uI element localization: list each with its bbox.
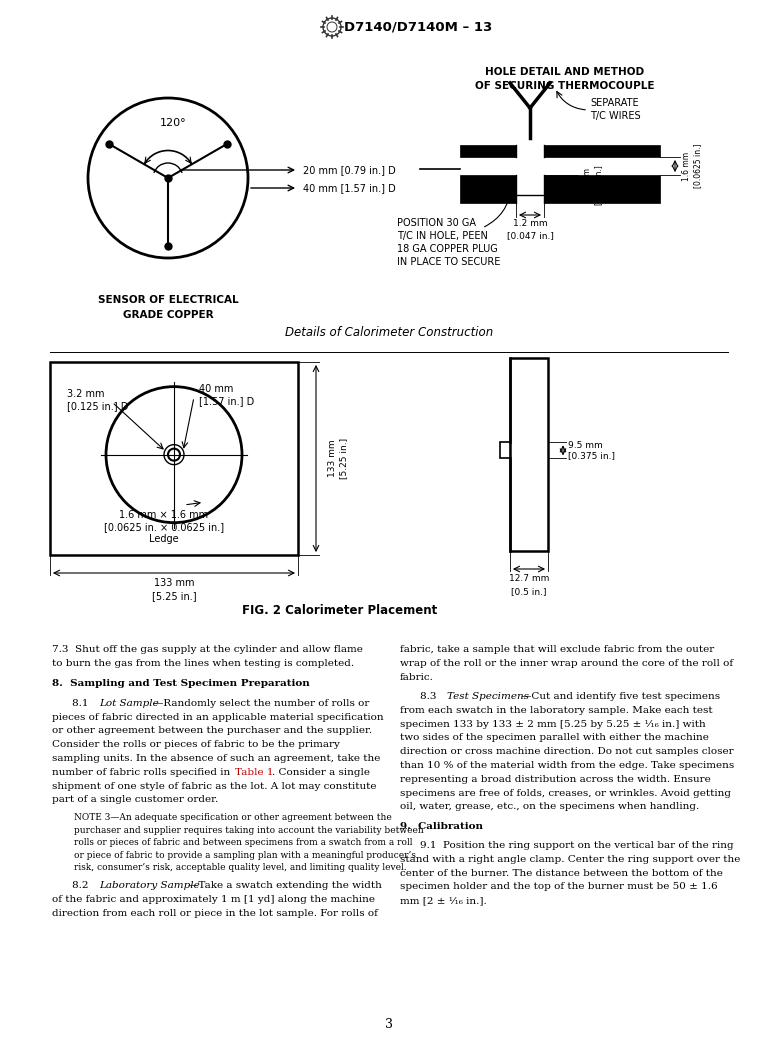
Text: [1.57 in.] D: [1.57 in.] D bbox=[199, 396, 254, 406]
Text: 40 mm: 40 mm bbox=[199, 384, 233, 395]
Text: 18 GA COPPER PLUG: 18 GA COPPER PLUG bbox=[397, 244, 498, 254]
Text: —Randomly select the number of rolls or: —Randomly select the number of rolls or bbox=[153, 699, 370, 708]
Text: 12.7 mm: 12.7 mm bbox=[509, 574, 549, 583]
Text: from each swatch in the laboratory sample. Make each test: from each swatch in the laboratory sampl… bbox=[400, 706, 713, 715]
Text: oil, water, grease, etc., on the specimens when handling.: oil, water, grease, etc., on the specime… bbox=[400, 803, 699, 811]
Text: —Cut and identify five test specimens: —Cut and identify five test specimens bbox=[521, 692, 720, 701]
Bar bbox=[544, 175, 660, 203]
Bar bbox=[460, 145, 516, 157]
Text: 9.  Calibration: 9. Calibration bbox=[400, 821, 483, 831]
Text: sampling units. In the absence of such an agreement, take the: sampling units. In the absence of such a… bbox=[52, 754, 380, 763]
Text: IN PLACE TO SECURE: IN PLACE TO SECURE bbox=[397, 257, 500, 266]
Text: Laboratory Sample: Laboratory Sample bbox=[99, 881, 200, 890]
Text: fabric.: fabric. bbox=[400, 672, 434, 682]
Text: POSITION 30 GA: POSITION 30 GA bbox=[397, 218, 476, 228]
Text: pieces of fabric directed in an applicable material specification: pieces of fabric directed in an applicab… bbox=[52, 713, 384, 721]
Text: wrap of the roll or the inner wrap around the core of the roll of: wrap of the roll or the inner wrap aroun… bbox=[400, 659, 733, 667]
Text: GRADE COPPER: GRADE COPPER bbox=[123, 310, 213, 320]
Text: representing a broad distribution across the width. Ensure: representing a broad distribution across… bbox=[400, 775, 711, 784]
Text: center of the burner. The distance between the bottom of the: center of the burner. The distance betwe… bbox=[400, 868, 723, 878]
Text: specimens are free of folds, creases, or wrinkles. Avoid getting: specimens are free of folds, creases, or… bbox=[400, 788, 731, 797]
Text: 8.3: 8.3 bbox=[420, 692, 443, 701]
Text: 1.2 mm: 1.2 mm bbox=[513, 219, 547, 228]
Text: 133 mm: 133 mm bbox=[154, 578, 194, 588]
Text: Test Specimens: Test Specimens bbox=[447, 692, 529, 701]
Text: mm [2 ± ¹⁄₁₆ in.].: mm [2 ± ¹⁄₁₆ in.]. bbox=[400, 896, 487, 906]
Text: risk, consumer’s risk, acceptable quality level, and limiting quality level.: risk, consumer’s risk, acceptable qualit… bbox=[74, 863, 407, 872]
Text: or piece of fabric to provide a sampling plan with a meaningful producer’s: or piece of fabric to provide a sampling… bbox=[74, 850, 416, 860]
Bar bbox=[510, 358, 548, 551]
Text: shipment of one style of fabric as the lot. A lot may constitute: shipment of one style of fabric as the l… bbox=[52, 782, 377, 790]
Text: SEPARATE: SEPARATE bbox=[590, 98, 639, 108]
Text: 8.2: 8.2 bbox=[72, 881, 95, 890]
Text: purchaser and supplier requires taking into account the variability between: purchaser and supplier requires taking i… bbox=[74, 826, 424, 835]
Text: to burn the gas from the lines when testing is completed.: to burn the gas from the lines when test… bbox=[52, 659, 354, 667]
Text: 9.1  Position the ring support on the vertical bar of the ring: 9.1 Position the ring support on the ver… bbox=[420, 841, 734, 849]
Text: [0.0625 in. × 0.0625 in.]: [0.0625 in. × 0.0625 in.] bbox=[104, 522, 224, 532]
Text: . Consider a single: . Consider a single bbox=[272, 768, 370, 777]
Text: 8.1: 8.1 bbox=[72, 699, 95, 708]
Text: Details of Calorimeter Construction: Details of Calorimeter Construction bbox=[285, 327, 493, 339]
Text: 8.  Sampling and Test Specimen Preparation: 8. Sampling and Test Specimen Preparatio… bbox=[52, 680, 310, 688]
Text: number of fabric rolls specified in: number of fabric rolls specified in bbox=[52, 768, 233, 777]
Bar bbox=[50, 362, 298, 555]
Text: 40 mm [1.57 in.] D: 40 mm [1.57 in.] D bbox=[303, 183, 396, 193]
Text: 1.6 mm × 1.6 mm: 1.6 mm × 1.6 mm bbox=[120, 510, 209, 520]
Text: [0.125 in.] D: [0.125 in.] D bbox=[67, 401, 128, 411]
Text: NOTE 3—An adequate specification or other agreement between the: NOTE 3—An adequate specification or othe… bbox=[74, 813, 392, 822]
Text: OF SECURING THERMOCOUPLE: OF SECURING THERMOCOUPLE bbox=[475, 81, 655, 91]
Text: specimen holder and the top of the burner must be 50 ± 1.6: specimen holder and the top of the burne… bbox=[400, 883, 717, 891]
Text: Consider the rolls or pieces of fabric to be the primary: Consider the rolls or pieces of fabric t… bbox=[52, 740, 340, 750]
Text: 0.13 mm
[0.005 in.]: 0.13 mm [0.005 in.] bbox=[584, 166, 603, 205]
Bar bbox=[460, 175, 516, 203]
Text: Ledge: Ledge bbox=[149, 534, 179, 544]
Text: T/C WIRES: T/C WIRES bbox=[590, 111, 640, 121]
Text: 120°: 120° bbox=[159, 118, 186, 128]
Text: of the fabric and approximately 1 m [1 yd] along the machine: of the fabric and approximately 1 m [1 y… bbox=[52, 895, 375, 904]
Text: FIG. 2 Calorimeter Placement: FIG. 2 Calorimeter Placement bbox=[243, 604, 437, 616]
Text: Table 1: Table 1 bbox=[235, 768, 274, 777]
Text: direction or cross machine direction. Do not cut samples closer: direction or cross machine direction. Do… bbox=[400, 747, 734, 756]
Text: SENSOR OF ELECTRICAL: SENSOR OF ELECTRICAL bbox=[98, 295, 238, 305]
Text: direction from each roll or piece in the lot sample. For rolls of: direction from each roll or piece in the… bbox=[52, 909, 378, 917]
Text: 133 mm
[5.25 in.]: 133 mm [5.25 in.] bbox=[328, 438, 348, 479]
Text: [5.25 in.]: [5.25 in.] bbox=[152, 591, 196, 601]
Text: [0.047 in.]: [0.047 in.] bbox=[506, 231, 553, 240]
Text: or other agreement between the purchaser and the supplier.: or other agreement between the purchaser… bbox=[52, 727, 372, 735]
Bar bbox=[544, 145, 660, 157]
Text: 1.6 mm
[0.0625 in.]: 1.6 mm [0.0625 in.] bbox=[682, 144, 702, 188]
Text: 7.3  Shut off the gas supply at the cylinder and allow flame: 7.3 Shut off the gas supply at the cylin… bbox=[52, 645, 363, 654]
Text: HOLE DETAIL AND METHOD: HOLE DETAIL AND METHOD bbox=[485, 67, 644, 77]
Text: stand with a right angle clamp. Center the ring support over the: stand with a right angle clamp. Center t… bbox=[400, 855, 741, 864]
Text: [0.5 in.]: [0.5 in.] bbox=[511, 587, 547, 596]
Text: 3: 3 bbox=[385, 1018, 393, 1032]
Text: 20 mm [0.79 in.] D: 20 mm [0.79 in.] D bbox=[303, 166, 396, 175]
Text: 9.5 mm
[0.375 in.]: 9.5 mm [0.375 in.] bbox=[568, 440, 615, 460]
Text: fabric, take a sample that will exclude fabric from the outer: fabric, take a sample that will exclude … bbox=[400, 645, 714, 654]
Text: rolls or pieces of fabric and between specimens from a swatch from a roll: rolls or pieces of fabric and between sp… bbox=[74, 838, 412, 847]
Bar bbox=[500, 442, 510, 458]
Text: than 10 % of the material width from the edge. Take specimens: than 10 % of the material width from the… bbox=[400, 761, 734, 770]
Text: part of a single customer order.: part of a single customer order. bbox=[52, 795, 219, 805]
Text: 3.2 mm: 3.2 mm bbox=[67, 389, 104, 399]
Text: T/C IN HOLE, PEEN: T/C IN HOLE, PEEN bbox=[397, 231, 488, 242]
Text: D7140/D7140M – 13: D7140/D7140M – 13 bbox=[344, 21, 492, 33]
Text: —Take a swatch extending the width: —Take a swatch extending the width bbox=[188, 881, 382, 890]
Text: specimen 133 by 133 ± 2 mm [5.25 by 5.25 ± ¹⁄₁₆ in.] with: specimen 133 by 133 ± 2 mm [5.25 by 5.25… bbox=[400, 719, 706, 729]
Text: two sides of the specimen parallel with either the machine: two sides of the specimen parallel with … bbox=[400, 733, 709, 742]
Text: Lot Sample: Lot Sample bbox=[99, 699, 159, 708]
